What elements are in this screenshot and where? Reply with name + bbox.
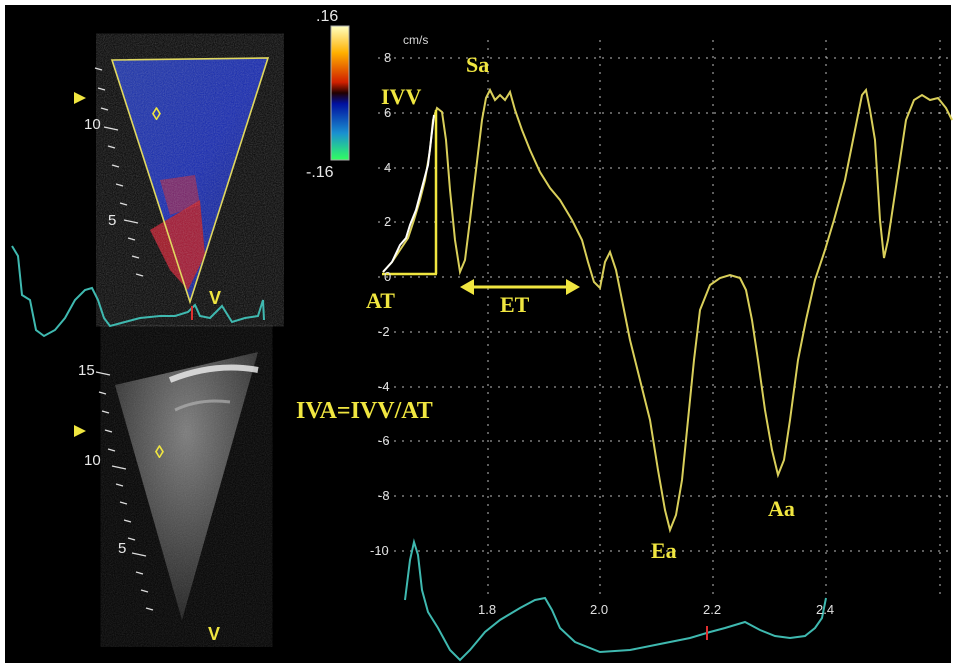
- y-tick-6: 6: [384, 105, 392, 120]
- bottom-sector-v-marker: V: [208, 624, 221, 644]
- label-ea: Ea: [651, 538, 677, 563]
- color-scale-max: .16: [316, 8, 339, 25]
- y-tick-8: 8: [384, 50, 392, 65]
- y-tick-4: 4: [384, 160, 392, 175]
- spectrum-grid: [378, 40, 952, 600]
- label-ivv: IVV: [381, 84, 422, 109]
- et-arrow: [460, 279, 580, 295]
- color-doppler-sector: [74, 57, 270, 305]
- top-sector-depth-5: 5: [108, 212, 117, 229]
- label-aa: Aa: [768, 496, 795, 521]
- top-sample-marker: ◊: [152, 104, 161, 124]
- velocity-trace: [382, 87, 953, 534]
- y-tick-2: 2: [384, 214, 392, 229]
- label-et: ET: [500, 292, 530, 317]
- velocity-unit: cm/s: [403, 33, 429, 47]
- y-tick-neg10: -10: [370, 543, 389, 558]
- x-tick-2-0: 2.0: [590, 602, 609, 617]
- y-tick-neg6: -6: [378, 433, 390, 448]
- label-iva-formula: IVA=IVV/AT: [296, 398, 433, 424]
- bottom-ecg-trace: [404, 538, 827, 662]
- y-tick-neg2: -2: [378, 324, 390, 339]
- x-tick-2-4: 2.4: [816, 602, 835, 617]
- left-ecg-trace: [11, 245, 265, 338]
- label-sa: Sa: [466, 52, 490, 77]
- x-tick-2-2: 2.2: [703, 602, 722, 617]
- y-tick-neg8: -8: [378, 488, 390, 503]
- tissue-sector: [74, 352, 259, 620]
- color-scale-min: -.16: [306, 164, 334, 181]
- y-tick-0: 0: [384, 269, 392, 284]
- bottom-sector-depth-5: 5: [118, 540, 127, 557]
- top-sector-v-marker: V: [209, 288, 222, 308]
- ivv-at-bracket: [382, 110, 438, 276]
- velocity-color-scale: [330, 25, 350, 161]
- top-sector-depth-10: 10: [84, 116, 101, 133]
- acceleration-ramp: [382, 114, 435, 273]
- label-at: AT: [366, 288, 395, 313]
- bottom-sector-depth-10: 10: [84, 452, 101, 469]
- y-tick-neg4: -4: [378, 379, 390, 394]
- bottom-sector-depth-15: 15: [78, 362, 95, 379]
- bottom-sample-marker: ◊: [155, 442, 164, 462]
- x-tick-1-8: 1.8: [478, 602, 497, 617]
